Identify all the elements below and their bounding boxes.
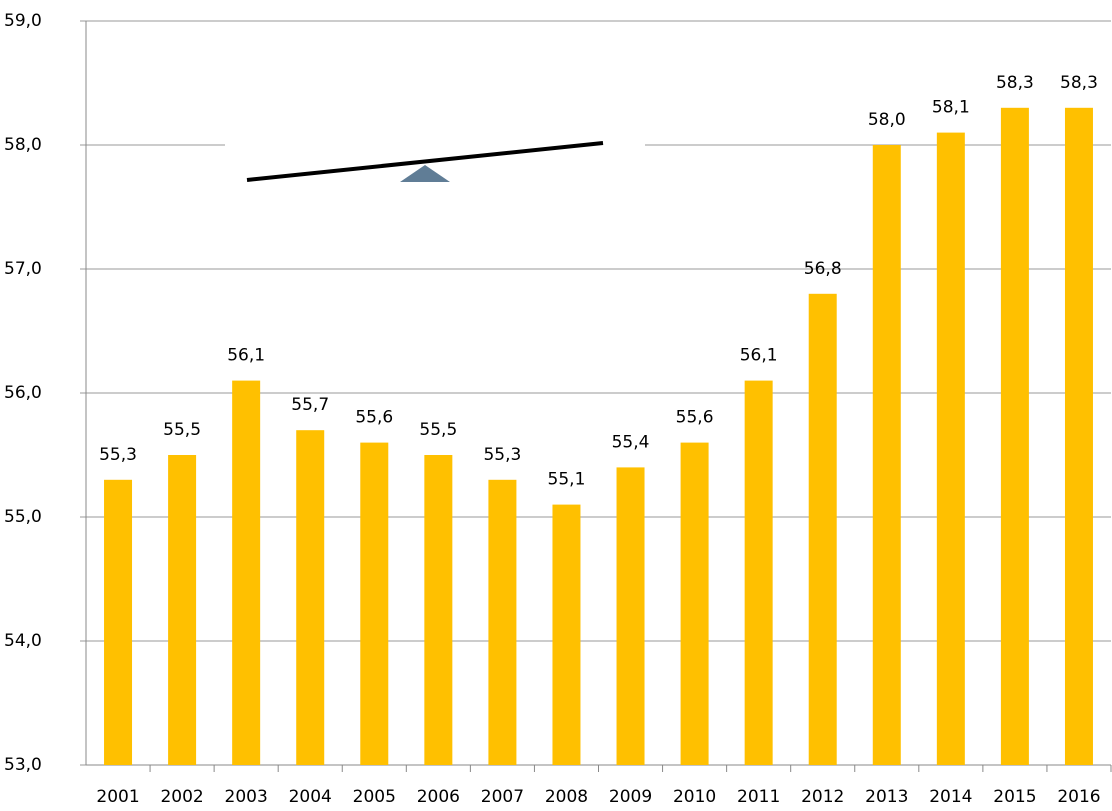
y-tick-label: 56,0 xyxy=(4,383,42,403)
x-tick-label: 2002 xyxy=(160,787,203,807)
y-tick-label: 55,0 xyxy=(4,507,42,527)
value-label: 56,1 xyxy=(227,346,265,366)
value-label: 55,5 xyxy=(419,420,457,440)
value-label: 55,3 xyxy=(483,445,521,465)
value-label: 55,7 xyxy=(291,395,329,415)
bar xyxy=(1000,107,1029,766)
value-label: 55,1 xyxy=(548,470,586,490)
seesaw-beam xyxy=(246,141,604,182)
bar xyxy=(296,430,325,765)
x-tick-label: 2006 xyxy=(417,787,460,807)
x-tick-label: 2012 xyxy=(801,787,844,807)
value-label: 55,3 xyxy=(99,445,137,465)
x-tick-label: 2005 xyxy=(353,787,396,807)
x-tick-label: 2004 xyxy=(289,787,332,807)
bar xyxy=(744,380,773,765)
value-label: 56,1 xyxy=(740,346,778,366)
y-tick-label: 53,0 xyxy=(4,755,42,775)
x-tick-label: 2015 xyxy=(993,787,1036,807)
x-tick-label: 2013 xyxy=(865,787,908,807)
bar xyxy=(680,442,709,765)
y-tick-label: 59,0 xyxy=(4,11,42,31)
value-label: 58,3 xyxy=(996,73,1034,93)
value-label: 55,6 xyxy=(355,408,393,428)
value-label: 56,8 xyxy=(804,259,842,279)
x-tick-label: 2011 xyxy=(737,787,780,807)
bar xyxy=(488,479,517,765)
x-tick-label: 2008 xyxy=(545,787,588,807)
bar xyxy=(616,467,645,765)
y-tick-label: 54,0 xyxy=(4,631,42,651)
bar xyxy=(872,145,901,765)
x-tick-label: 2001 xyxy=(96,787,139,807)
value-label: 58,1 xyxy=(932,98,970,118)
value-label: 58,3 xyxy=(1060,73,1098,93)
illustration-background xyxy=(225,60,645,185)
x-tick-label: 2014 xyxy=(929,787,972,807)
value-label: 55,5 xyxy=(163,420,201,440)
x-tick-label: 2003 xyxy=(225,787,268,807)
x-tick-label: 2007 xyxy=(481,787,524,807)
x-tick-label: 2016 xyxy=(1057,787,1100,807)
value-label: 58,0 xyxy=(868,110,906,130)
x-tick-label: 2010 xyxy=(673,787,716,807)
bar xyxy=(104,479,133,765)
bar xyxy=(1064,107,1093,766)
bar xyxy=(168,455,197,765)
y-tick-label: 57,0 xyxy=(4,259,42,279)
y-tick-label: 58,0 xyxy=(4,135,42,155)
bar xyxy=(360,442,389,765)
bar xyxy=(424,455,453,765)
seesaw-pivot xyxy=(400,165,450,182)
bar xyxy=(552,504,581,765)
bar xyxy=(936,132,965,766)
bar xyxy=(808,293,837,765)
value-label: 55,4 xyxy=(612,432,650,452)
value-label: 55,6 xyxy=(676,408,714,428)
bar xyxy=(232,380,261,765)
x-tick-label: 2009 xyxy=(609,787,652,807)
